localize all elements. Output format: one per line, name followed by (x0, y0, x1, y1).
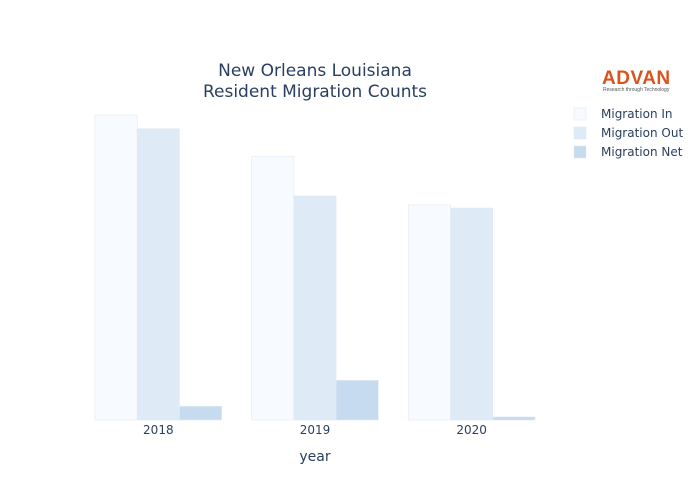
logo-tagline: Research through Technology (603, 87, 670, 93)
bar-migration-out-2019 (293, 195, 337, 421)
legend: Migration In Migration Out Migration Net (573, 107, 683, 159)
legend-swatch-migration-in[interactable] (573, 107, 587, 121)
x-axis-title: year (299, 449, 330, 465)
chart-title: New Orleans Louisiana (218, 61, 412, 81)
legend-swatch-migration-net[interactable] (573, 145, 587, 159)
bar-migration-net-2018 (179, 405, 222, 421)
legend-label-migration-out[interactable]: Migration Out (601, 126, 683, 140)
chart-subtitle: Resident Migration Counts (203, 82, 427, 102)
bar-migration-in-2018 (94, 114, 138, 421)
bars-group (94, 114, 536, 421)
legend-label-migration-in[interactable]: Migration In (601, 107, 673, 121)
x-tick-label-2020: 2020 (456, 423, 487, 437)
bar-migration-net-2019 (335, 380, 379, 421)
x-tick-label-2019: 2019 (300, 423, 331, 437)
bar-migration-out-2018 (136, 128, 180, 421)
bar-migration-out-2020 (450, 207, 494, 421)
bar-migration-net-2020 (492, 416, 536, 421)
legend-label-migration-net[interactable]: Migration Net (601, 145, 683, 159)
bar-migration-in-2020 (408, 204, 451, 421)
advan-logo: ADVAN Research through Technology (602, 68, 671, 93)
x-axis-ticks: 2018 2019 2020 (143, 423, 487, 437)
logo-wordmark: ADVAN (602, 68, 671, 89)
x-tick-label-2018: 2018 (143, 423, 174, 437)
bar-migration-in-2019 (251, 155, 295, 421)
legend-swatch-migration-out[interactable] (573, 126, 587, 140)
